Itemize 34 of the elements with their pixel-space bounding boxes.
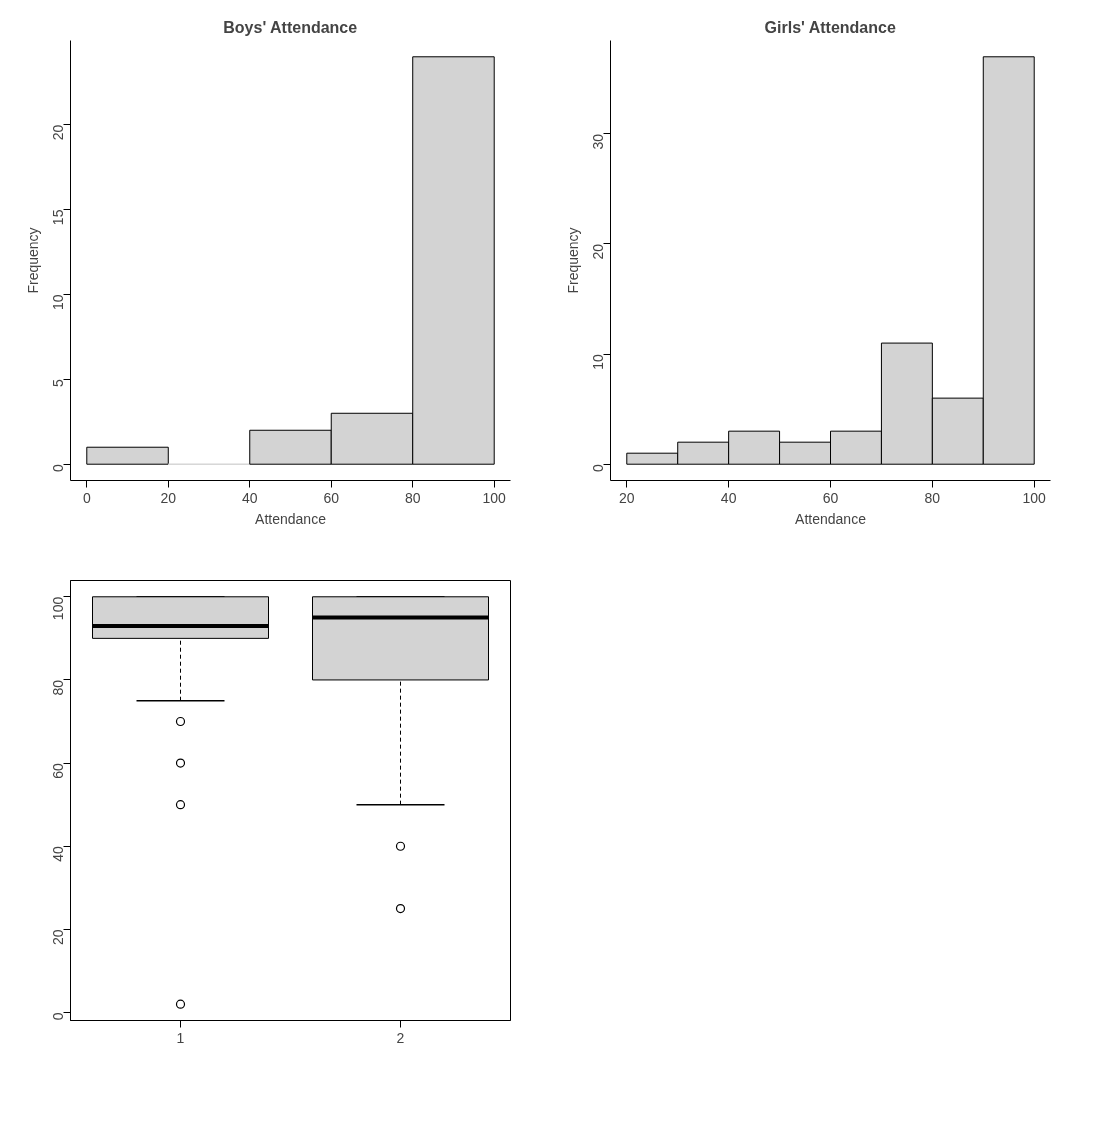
chart-title: Girls' Attendance (764, 18, 896, 36)
x-tick-label: 60 (822, 489, 839, 506)
y-tick-label: 0 (50, 1012, 67, 1021)
y-tick-label: 20 (50, 929, 67, 945)
x-tick-label: 2 (396, 1029, 405, 1046)
y-tick-label: 0 (50, 463, 67, 472)
y-tick-label: 5 (50, 379, 67, 388)
y-axis-title: Frequency (564, 227, 581, 294)
y-tick-label: 15 (50, 209, 67, 226)
x-tick-label: 40 (241, 489, 258, 506)
y-tick-label: 80 (50, 679, 67, 696)
y-tick-label: 20 (50, 124, 67, 141)
x-tick-label: 100 (1022, 489, 1047, 506)
chart-title: Boys' Attendance (223, 18, 358, 36)
x-tick-label: 1 (176, 1029, 185, 1046)
y-tick-label: 30 (590, 133, 607, 150)
x-tick-label: 100 (482, 489, 507, 506)
x-axis-title: Attendance (255, 510, 327, 527)
x-tick-label: 20 (619, 489, 635, 506)
y-tick-label: 0 (590, 463, 607, 472)
x-tick-label: 80 (404, 489, 421, 506)
x-tick-label: 40 (720, 489, 737, 506)
y-tick-label: 40 (50, 846, 67, 862)
y-tick-label: 10 (590, 353, 607, 370)
y-tick-label: 100 (50, 596, 67, 621)
x-tick-label: 20 (160, 489, 177, 506)
y-tick-label: 20 (590, 243, 607, 260)
x-tick-label: 60 (323, 489, 340, 506)
x-axis-title: Attendance (795, 510, 867, 527)
y-tick-label: 10 (50, 294, 67, 311)
y-tick-label: 60 (50, 762, 67, 779)
x-tick-label: 0 (82, 489, 91, 506)
x-tick-label: 80 (924, 489, 941, 506)
y-axis-title: Frequency (24, 227, 41, 294)
